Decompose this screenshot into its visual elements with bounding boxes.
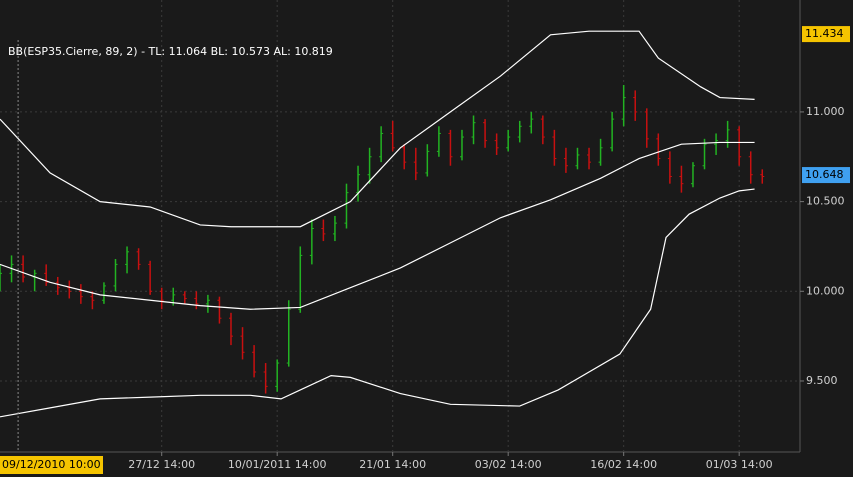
price-marker xyxy=(802,26,850,43)
y-tick-label: 10.000 xyxy=(806,284,845,297)
bollinger-band xyxy=(0,188,755,418)
indicator-legend: BB(ESP35.Cierre, 89, 2) - TL: 11.064 BL:… xyxy=(8,45,333,58)
x-tick-label: 10/01/2011 14:00 xyxy=(228,458,327,471)
bollinger-band xyxy=(0,141,755,310)
y-tick-label: 10.500 xyxy=(806,195,845,208)
x-tick-label: 21/01 14:00 xyxy=(359,458,426,471)
x-tick-label: 27/12 14:00 xyxy=(128,458,195,471)
y-tick-label: 11.000 xyxy=(806,105,845,118)
cursor-label: 09/12/2010 10:00 xyxy=(2,458,101,471)
price-marker-label: 10.648 xyxy=(805,168,844,181)
y-tick-label: 9.500 xyxy=(806,374,838,387)
x-tick-label: 03/02 14:00 xyxy=(475,458,542,471)
price-marker-label: 11.434 xyxy=(805,27,844,40)
price-marker xyxy=(802,167,850,184)
x-tick-label: 16/02 14:00 xyxy=(590,458,657,471)
x-tick-label: 01/03 14:00 xyxy=(706,458,773,471)
cursor-box xyxy=(0,456,103,474)
bollinger-band xyxy=(0,30,755,228)
